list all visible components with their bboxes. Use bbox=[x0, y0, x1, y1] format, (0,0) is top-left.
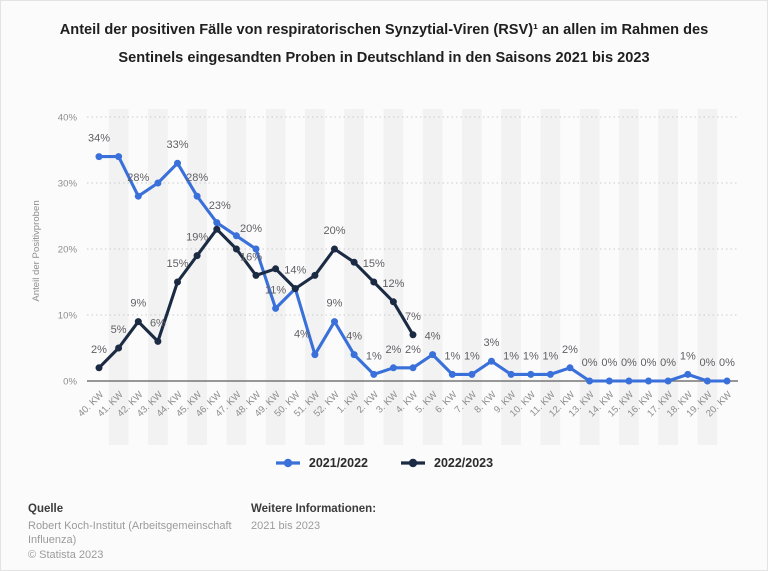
copyright-text: © Statista 2023 bbox=[28, 548, 104, 561]
svg-text:33%: 33% bbox=[166, 139, 188, 151]
svg-text:40%: 40% bbox=[58, 113, 78, 124]
svg-text:6%: 6% bbox=[150, 317, 166, 329]
svg-text:0%: 0% bbox=[641, 357, 657, 369]
svg-text:11%: 11% bbox=[265, 284, 286, 296]
legend-label: 2022/2023 bbox=[434, 456, 494, 470]
svg-text:14%: 14% bbox=[284, 265, 306, 277]
svg-text:9%: 9% bbox=[130, 298, 146, 310]
svg-text:1%: 1% bbox=[680, 350, 696, 362]
source-text: Robert Koch-Institut (Arbeitsgemeinschaf… bbox=[28, 519, 232, 547]
svg-text:2%: 2% bbox=[385, 344, 401, 356]
svg-text:0%: 0% bbox=[660, 357, 676, 369]
svg-text:20%: 20% bbox=[323, 225, 345, 237]
legend-item-2022-2023: 2022/2023 bbox=[400, 456, 493, 470]
legend-item-2021-2022: 2021/2022 bbox=[275, 456, 368, 470]
info-column: Weitere Informationen: 2021 bis 2023 bbox=[251, 502, 511, 533]
svg-text:15%: 15% bbox=[363, 258, 385, 270]
svg-text:9%: 9% bbox=[327, 298, 343, 310]
legend-marker bbox=[401, 458, 425, 468]
svg-text:4%: 4% bbox=[425, 331, 441, 343]
svg-text:10%: 10% bbox=[58, 311, 78, 322]
svg-text:23%: 23% bbox=[209, 200, 231, 212]
svg-text:4%: 4% bbox=[294, 329, 310, 341]
svg-text:16%: 16% bbox=[240, 251, 262, 263]
svg-text:20%: 20% bbox=[240, 223, 262, 235]
svg-text:2%: 2% bbox=[405, 344, 421, 356]
svg-text:1%: 1% bbox=[523, 350, 539, 362]
svg-text:1%: 1% bbox=[444, 350, 460, 362]
svg-text:0%: 0% bbox=[699, 357, 715, 369]
svg-text:0%: 0% bbox=[63, 377, 77, 388]
svg-text:28%: 28% bbox=[186, 172, 208, 184]
svg-text:Anteil der Positivproben: Anteil der Positivproben bbox=[31, 200, 42, 301]
svg-text:0%: 0% bbox=[582, 357, 598, 369]
svg-text:0%: 0% bbox=[719, 357, 735, 369]
legend-marker bbox=[275, 458, 300, 468]
svg-text:1%: 1% bbox=[503, 350, 519, 362]
chart-title: Anteil der positiven Fälle von respirato… bbox=[59, 22, 709, 66]
legend-label: 2021/2022 bbox=[308, 456, 368, 470]
svg-text:1%: 1% bbox=[464, 350, 480, 362]
svg-text:2%: 2% bbox=[562, 344, 578, 356]
chart-svg: 0%10%20%30%40%Anteil der Positivproben40… bbox=[31, 109, 738, 445]
source-heading: Quelle bbox=[28, 503, 64, 515]
svg-text:19%: 19% bbox=[186, 232, 208, 244]
svg-text:2%: 2% bbox=[91, 344, 107, 356]
svg-text:7%: 7% bbox=[405, 311, 421, 323]
svg-text:34%: 34% bbox=[88, 133, 110, 145]
source-column: Quelle Robert Koch-Institut (Arbeitsgeme… bbox=[28, 502, 246, 562]
info-heading: Weitere Informationen: bbox=[251, 503, 377, 515]
svg-text:12%: 12% bbox=[382, 278, 404, 290]
info-text: 2021 bis 2023 bbox=[251, 519, 321, 532]
svg-text:1%: 1% bbox=[366, 350, 382, 362]
svg-text:15%: 15% bbox=[166, 258, 188, 270]
svg-text:3%: 3% bbox=[484, 337, 500, 349]
svg-text:0%: 0% bbox=[601, 357, 617, 369]
svg-text:5%: 5% bbox=[111, 324, 127, 336]
svg-text:30%: 30% bbox=[58, 179, 78, 190]
svg-text:1%: 1% bbox=[542, 350, 558, 362]
svg-text:28%: 28% bbox=[127, 172, 149, 184]
svg-text:20%: 20% bbox=[58, 245, 78, 256]
chart-legend: 2021/2022 2022/2023 bbox=[1, 456, 767, 470]
svg-text:0%: 0% bbox=[621, 357, 637, 369]
line-chart: 0% 10% 20% 30% 40% Anteil der Positivproben 40… bbox=[1, 101, 767, 457]
svg-text:4%: 4% bbox=[346, 331, 362, 343]
